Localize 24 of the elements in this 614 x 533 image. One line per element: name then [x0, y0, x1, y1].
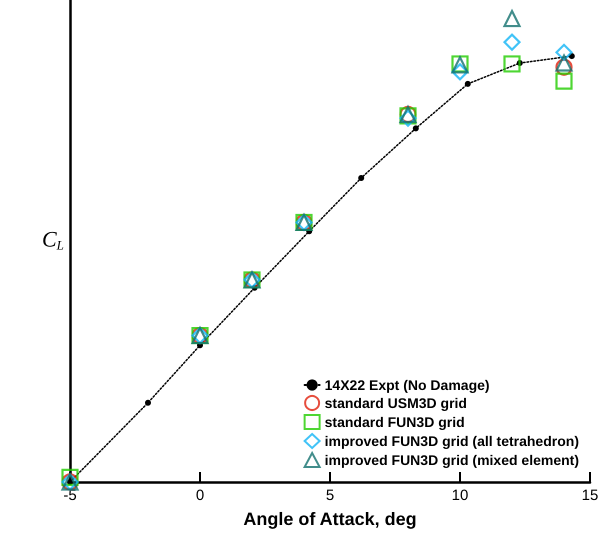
point [503, 10, 521, 28]
legend-label: improved FUN3D grid (mixed element) [324, 452, 580, 468]
x-tick-label: 0 [196, 487, 204, 504]
point [145, 400, 151, 406]
legend-label: 14X22 Expt (No Damage) [324, 377, 490, 393]
x-axis-title: Angle of Attack, deg [243, 509, 417, 529]
point [451, 63, 469, 80]
x-tick-label: 10 [452, 487, 468, 504]
legend-label: standard USM3D grid [324, 395, 467, 411]
legend-label: standard FUN3D grid [324, 414, 465, 430]
point [555, 58, 573, 76]
point [464, 80, 471, 87]
point [555, 54, 573, 72]
x-tick-label: 5 [326, 487, 334, 504]
point [555, 44, 573, 61]
point [503, 34, 521, 51]
point [412, 125, 419, 132]
point [503, 55, 521, 73]
point [61, 468, 79, 486]
x-tick-label: 15 [582, 487, 598, 504]
legend-label: improved FUN3D grid (all tetrahedron) [324, 433, 579, 449]
point [358, 174, 364, 181]
point [555, 72, 573, 90]
x-tick-label: -5 [63, 487, 77, 504]
